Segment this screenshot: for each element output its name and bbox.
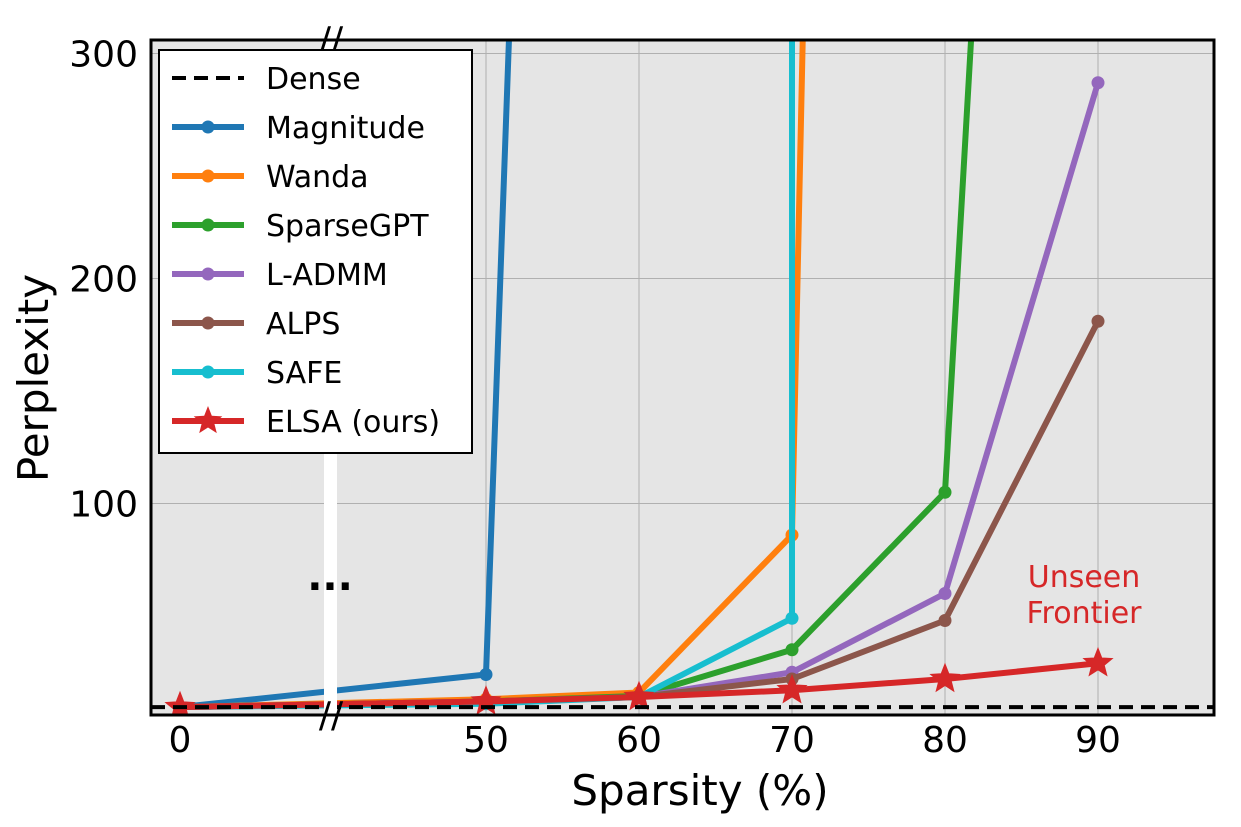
legend-label: ALPS xyxy=(266,307,340,342)
legend-item-sparsegpt: SparseGPT xyxy=(172,209,429,244)
axes-text: 0 50 60 70 80 90 100 200 300 xyxy=(69,35,1121,762)
legend-label: Dense xyxy=(266,62,361,97)
y-tick-label: 100 xyxy=(69,485,138,526)
x-axis-label: Sparsity (%) xyxy=(571,766,828,815)
x-tick-label: 80 xyxy=(922,720,968,761)
legend-marker xyxy=(201,365,215,379)
annotation-frontier: Frontier xyxy=(1026,596,1142,631)
data-point-elsa-ours xyxy=(929,662,961,693)
x-tick-label: 70 xyxy=(769,720,815,761)
data-point-alps xyxy=(1091,314,1105,328)
legend-marker xyxy=(201,169,215,183)
series-line-elsa-ours xyxy=(179,660,1099,711)
legend-item-magnitude: Magnitude xyxy=(172,111,425,146)
data-point-elsa-ours xyxy=(776,673,808,704)
data-point-safe xyxy=(785,611,799,625)
legend-marker xyxy=(193,406,223,434)
legend-label: SAFE xyxy=(266,356,342,391)
legend-box xyxy=(158,49,473,454)
legend: Dense Magnitude Wanda SparseGPT L-ADMM ALPS SA… xyxy=(158,49,473,454)
y-tick-label: 300 xyxy=(69,35,138,76)
x-tick-label: 60 xyxy=(616,720,662,761)
data-point-elsa-ours xyxy=(1082,646,1114,677)
legend-item-safe: SAFE xyxy=(172,356,342,391)
legend-item-l-admm: L-ADMM xyxy=(172,258,388,293)
data-point-magnitude xyxy=(479,668,493,681)
data-point-l-admm xyxy=(938,587,952,600)
legend-marker xyxy=(201,267,215,281)
legend-label: Magnitude xyxy=(266,111,425,146)
break-ellipsis: ... xyxy=(307,554,353,600)
legend-item-dense: Dense xyxy=(172,62,361,97)
legend-label: SparseGPT xyxy=(266,209,429,244)
plot-frame xyxy=(149,38,1216,717)
data-point-sparsegpt xyxy=(938,485,952,499)
legend-label: ELSA (ours) xyxy=(266,405,440,440)
x-tick-label: 0 xyxy=(169,720,192,761)
data-point-l-admm xyxy=(1091,76,1105,90)
annotation-unseen: Unseen xyxy=(1028,560,1141,595)
legend-marker xyxy=(201,316,215,330)
legend-item-alps: ALPS xyxy=(172,307,340,342)
y-axis-label: Perplexity xyxy=(9,274,58,482)
legend-label: L-ADMM xyxy=(266,258,388,293)
data-point-alps xyxy=(938,614,952,627)
legend-marker xyxy=(201,120,215,134)
x-tick-label: 50 xyxy=(463,720,509,761)
legend-label: Wanda xyxy=(266,160,369,195)
x-tick-label: 90 xyxy=(1075,720,1121,761)
data-point-elsa-ours xyxy=(623,680,655,711)
legend-marker xyxy=(201,218,215,232)
y-tick-label: 200 xyxy=(69,260,138,301)
legend-item-elsa-ours: ELSA (ours) xyxy=(172,405,440,440)
legend-item-wanda: Wanda xyxy=(172,160,369,195)
data-point-sparsegpt xyxy=(785,643,799,657)
